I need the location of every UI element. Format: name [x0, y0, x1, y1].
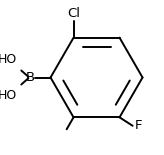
- Text: HO: HO: [0, 89, 17, 102]
- Text: B: B: [25, 71, 34, 84]
- Text: Cl: Cl: [67, 7, 80, 20]
- Text: F: F: [135, 119, 142, 132]
- Text: HO: HO: [0, 53, 17, 66]
